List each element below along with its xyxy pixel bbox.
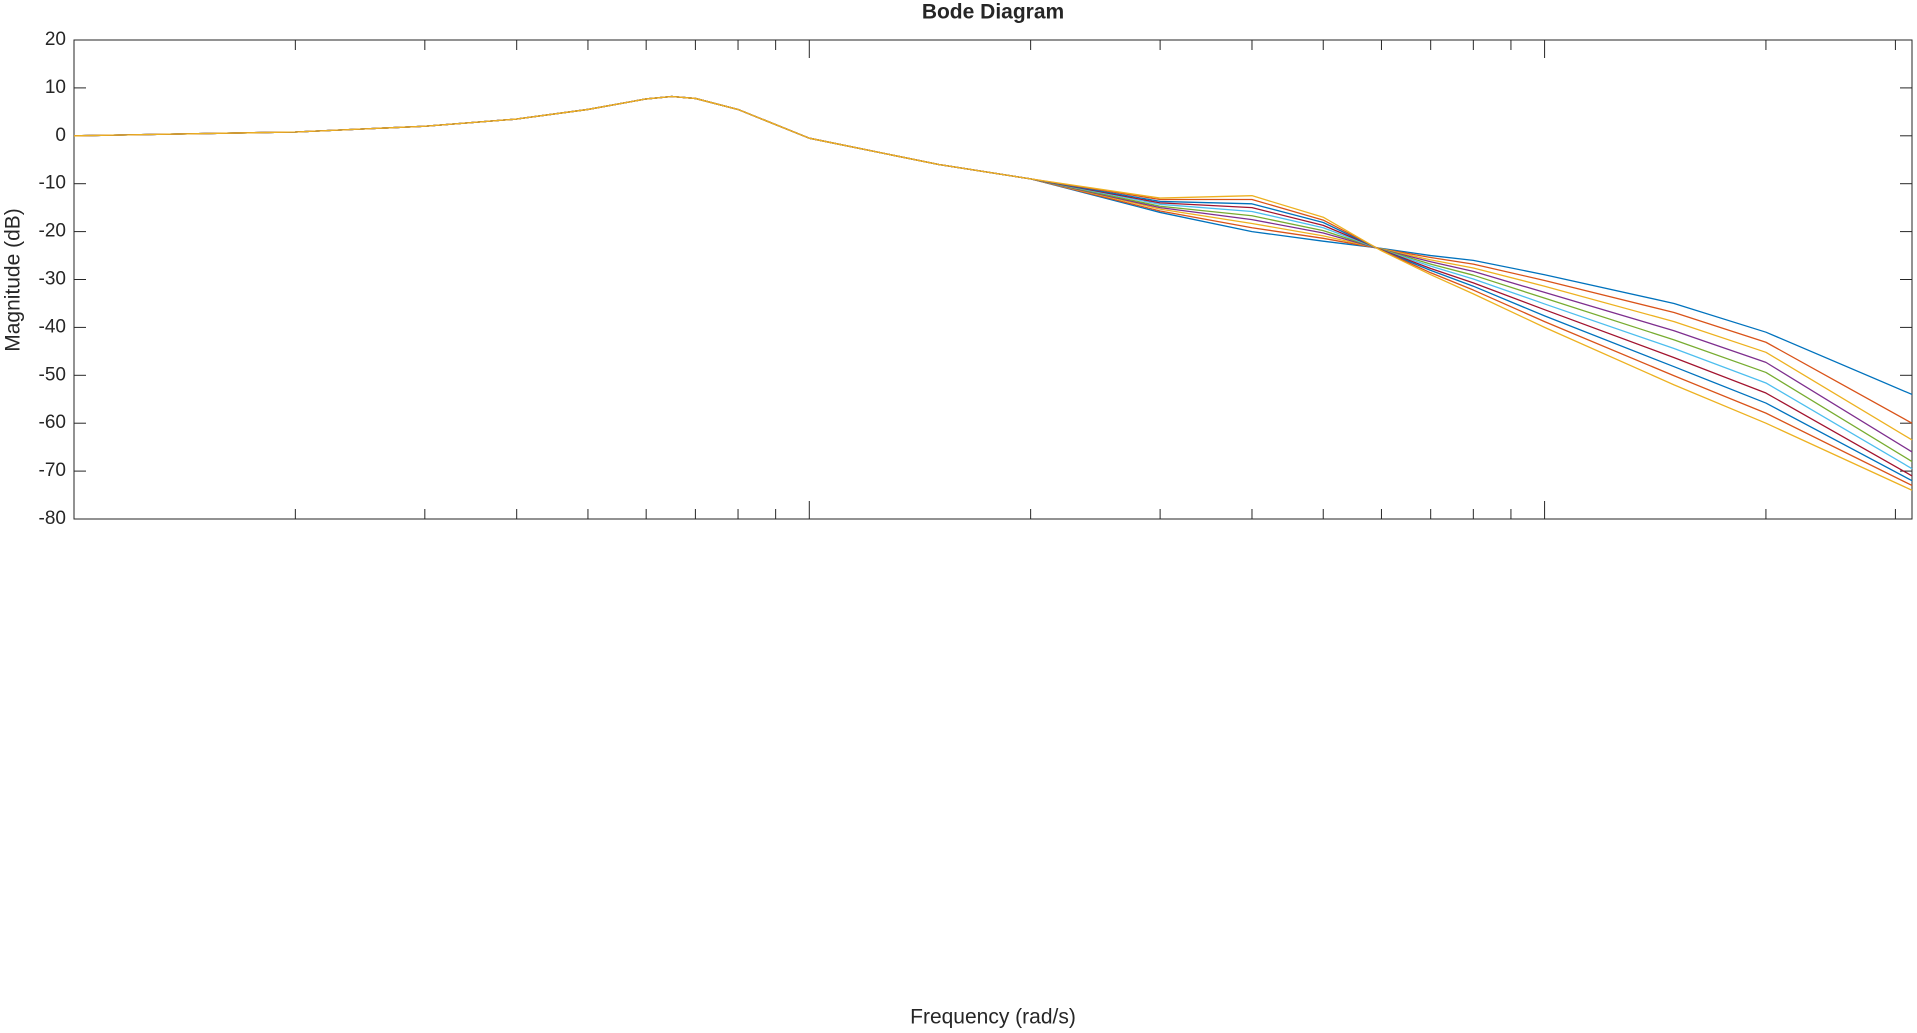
series-line <box>73 95 1913 487</box>
series-line <box>73 95 1913 470</box>
y-tick-label: -50 <box>39 364 66 385</box>
y-tick-label: 0 <box>55 125 66 146</box>
series-line <box>73 95 1913 441</box>
y-tick-label: -80 <box>39 508 66 529</box>
series-line <box>73 95 1913 424</box>
y-tick-label: 20 <box>45 29 66 50</box>
y-axis-label: Magnitude (dB) <box>2 208 25 352</box>
y-tick-label: 10 <box>45 77 66 98</box>
y-tick-label: -10 <box>39 173 66 194</box>
y-tick-label: -60 <box>39 412 66 433</box>
series-line <box>73 95 1913 491</box>
chart-title: Bode Diagram <box>922 1 1064 24</box>
y-tick-label: -30 <box>39 269 66 290</box>
plot-frame <box>73 39 1913 520</box>
series-line <box>73 95 1913 477</box>
y-tick-label: -70 <box>39 460 66 481</box>
series-line <box>73 95 1913 453</box>
y-tick-label: -40 <box>39 316 66 337</box>
y-tick-label: -20 <box>39 221 66 242</box>
series-line <box>73 95 1913 396</box>
series-line <box>73 95 1913 482</box>
series-line <box>73 95 1913 463</box>
x-axis-label: Frequency (rad/s) <box>910 1006 1076 1029</box>
